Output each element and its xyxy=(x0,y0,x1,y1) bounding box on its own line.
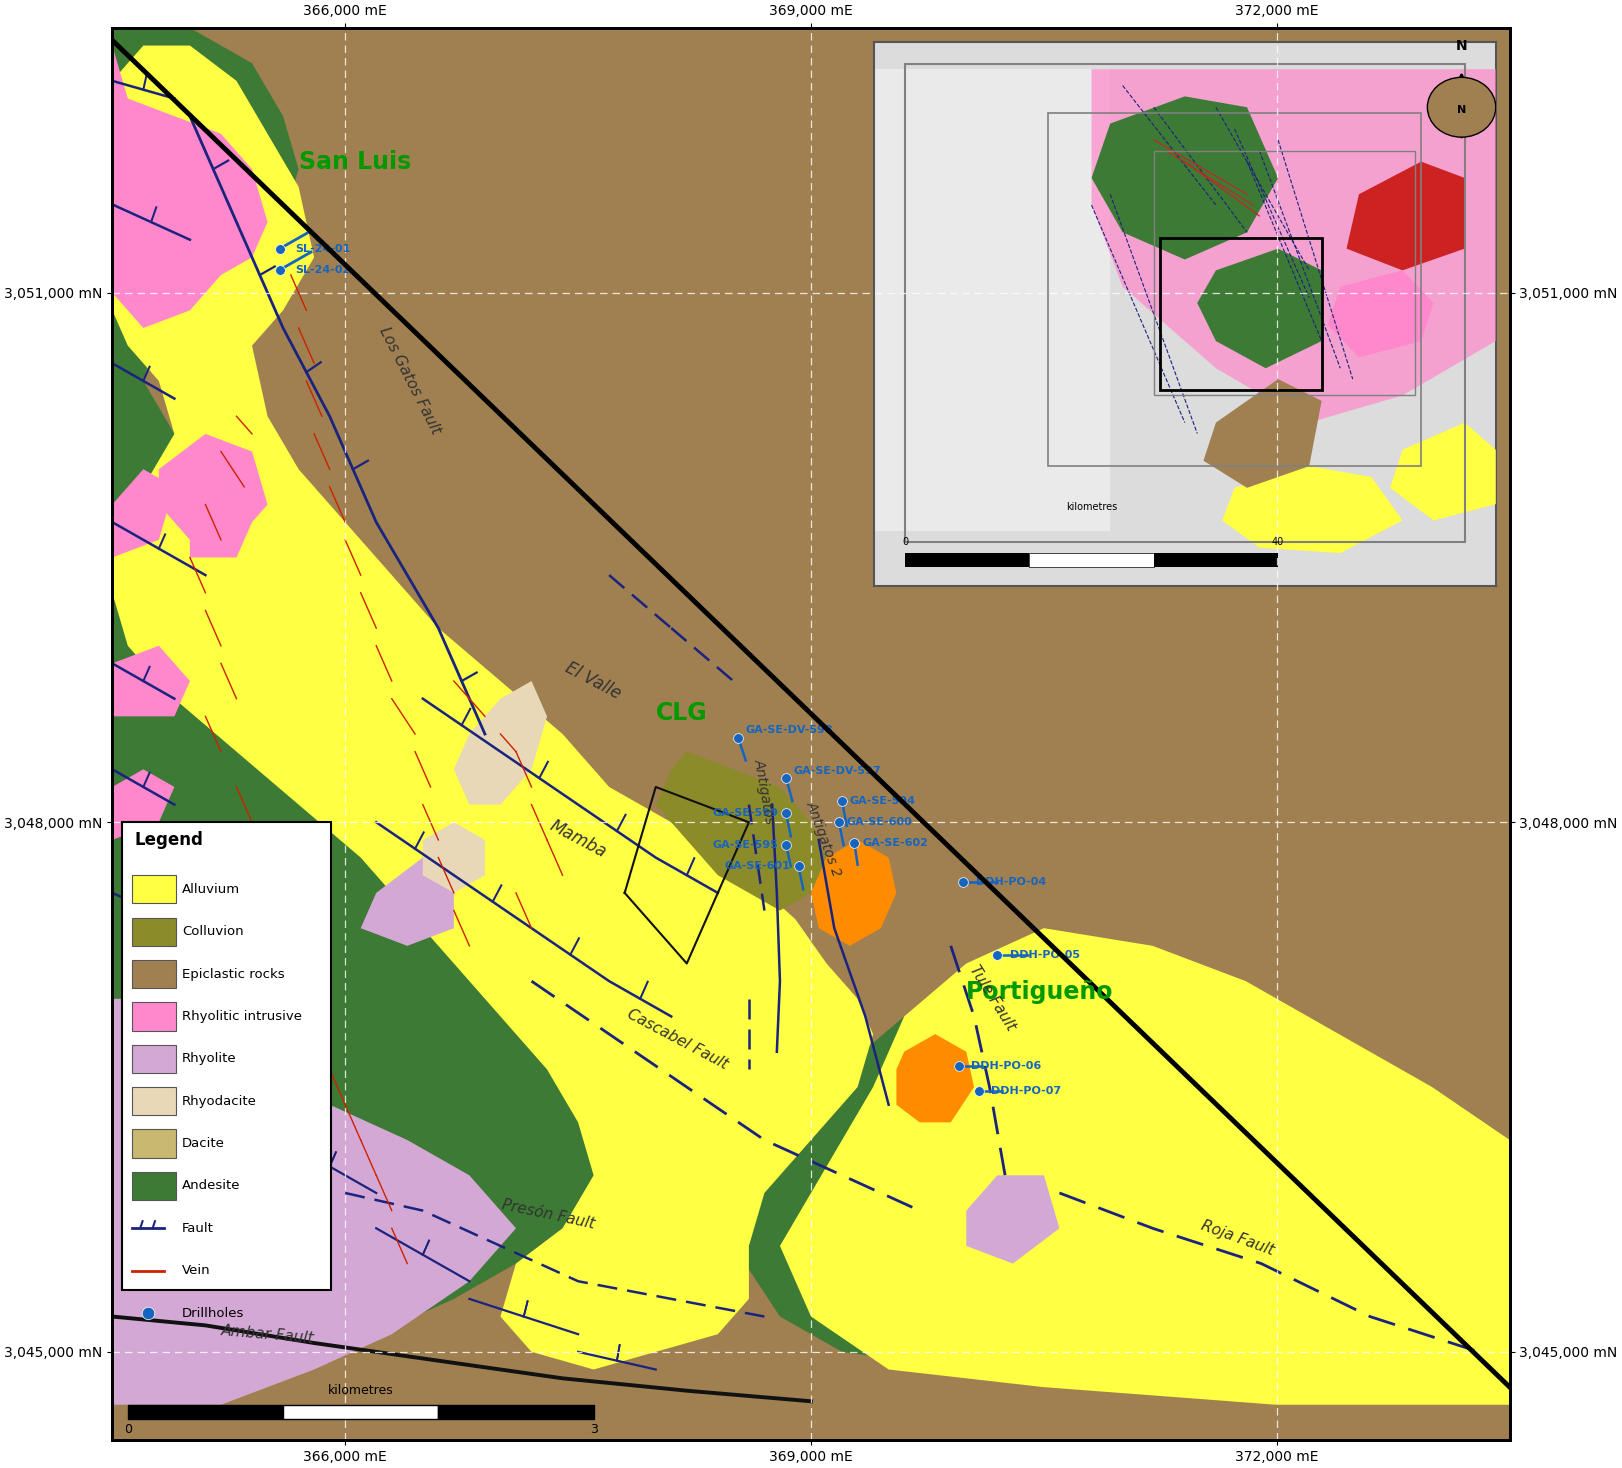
Polygon shape xyxy=(780,928,1510,1405)
Bar xyxy=(133,960,175,988)
Text: El Valle: El Valle xyxy=(563,659,624,703)
Text: Antigatos 2: Antigatos 2 xyxy=(803,799,843,878)
Text: Colluvion: Colluvion xyxy=(182,925,243,938)
Polygon shape xyxy=(112,646,190,716)
Text: GA-SE-599: GA-SE-599 xyxy=(712,809,779,819)
Text: CLG: CLG xyxy=(655,700,707,725)
Text: Drillholes: Drillholes xyxy=(182,1307,245,1320)
Polygon shape xyxy=(112,46,873,1370)
Text: Rhyodacite: Rhyodacite xyxy=(182,1095,256,1108)
Bar xyxy=(128,1405,284,1420)
Text: Cascabel Fault: Cascabel Fault xyxy=(624,1007,730,1073)
Polygon shape xyxy=(733,963,1510,1405)
Text: Legend: Legend xyxy=(135,831,203,849)
Bar xyxy=(133,1045,175,1073)
Text: Mamba: Mamba xyxy=(547,816,610,862)
Text: Rhyolitic intrusive: Rhyolitic intrusive xyxy=(182,1010,302,1023)
Bar xyxy=(133,918,175,945)
Text: Rhyolite: Rhyolite xyxy=(182,1053,237,1066)
Bar xyxy=(133,1129,175,1158)
Text: DDH-PO-05: DDH-PO-05 xyxy=(1011,950,1080,960)
Text: Fault: Fault xyxy=(182,1221,214,1235)
Polygon shape xyxy=(454,681,547,804)
Polygon shape xyxy=(897,1033,975,1123)
Text: GA-SE-602: GA-SE-602 xyxy=(863,838,928,849)
Text: Los Gatos Fault: Los Gatos Fault xyxy=(376,324,443,437)
Polygon shape xyxy=(811,840,897,945)
Bar xyxy=(122,822,331,1290)
Text: 3: 3 xyxy=(590,1422,597,1436)
Bar xyxy=(133,1088,175,1116)
Text: Andesite: Andesite xyxy=(182,1179,240,1192)
Polygon shape xyxy=(190,505,251,558)
Polygon shape xyxy=(112,998,516,1405)
Text: DDH-PO-07: DDH-PO-07 xyxy=(991,1086,1061,1095)
Text: Tule Fault: Tule Fault xyxy=(967,963,1019,1033)
Text: Roja Fault: Roja Fault xyxy=(1199,1217,1277,1258)
Text: DDH-PO-04: DDH-PO-04 xyxy=(975,878,1046,887)
Text: GA-SE-DV-598: GA-SE-DV-598 xyxy=(746,725,834,735)
Text: Portigueño: Portigueño xyxy=(967,979,1114,1004)
Polygon shape xyxy=(112,769,175,840)
Text: GA-SE-594: GA-SE-594 xyxy=(850,796,916,806)
Text: Alluvium: Alluvium xyxy=(182,882,240,895)
Polygon shape xyxy=(112,98,221,204)
Polygon shape xyxy=(360,857,454,945)
Polygon shape xyxy=(112,28,672,1405)
Polygon shape xyxy=(423,822,485,893)
Text: Presón Fault: Presón Fault xyxy=(501,1196,597,1232)
Polygon shape xyxy=(112,28,159,116)
Text: San Luis: San Luis xyxy=(298,150,410,175)
Polygon shape xyxy=(967,1176,1059,1264)
Text: Dacite: Dacite xyxy=(182,1138,225,1149)
Polygon shape xyxy=(159,435,268,540)
Bar xyxy=(133,1171,175,1199)
Polygon shape xyxy=(112,46,268,327)
Text: Vein: Vein xyxy=(182,1264,211,1277)
Text: GA-SE-600: GA-SE-600 xyxy=(847,818,913,828)
Text: Antigatos: Antigatos xyxy=(753,757,777,825)
Polygon shape xyxy=(655,752,827,910)
Bar xyxy=(438,1405,594,1420)
Bar xyxy=(133,1003,175,1031)
Text: 0: 0 xyxy=(123,1422,131,1436)
Text: SL-24-01: SL-24-01 xyxy=(295,244,350,254)
Text: GA-SE-DV-597: GA-SE-DV-597 xyxy=(793,766,881,777)
Text: SL-24-02: SL-24-02 xyxy=(295,264,350,275)
Text: kilometres: kilometres xyxy=(328,1384,394,1398)
Bar xyxy=(133,875,175,903)
Text: GA-SE-595: GA-SE-595 xyxy=(712,840,779,850)
Text: Ambar Fault: Ambar Fault xyxy=(221,1323,315,1346)
Text: Epiclastic rocks: Epiclastic rocks xyxy=(182,967,285,981)
Polygon shape xyxy=(112,470,175,558)
Text: DDH-PO-06: DDH-PO-06 xyxy=(972,1061,1041,1070)
Bar xyxy=(284,1405,438,1420)
Text: GA-SE-601: GA-SE-601 xyxy=(725,862,792,872)
